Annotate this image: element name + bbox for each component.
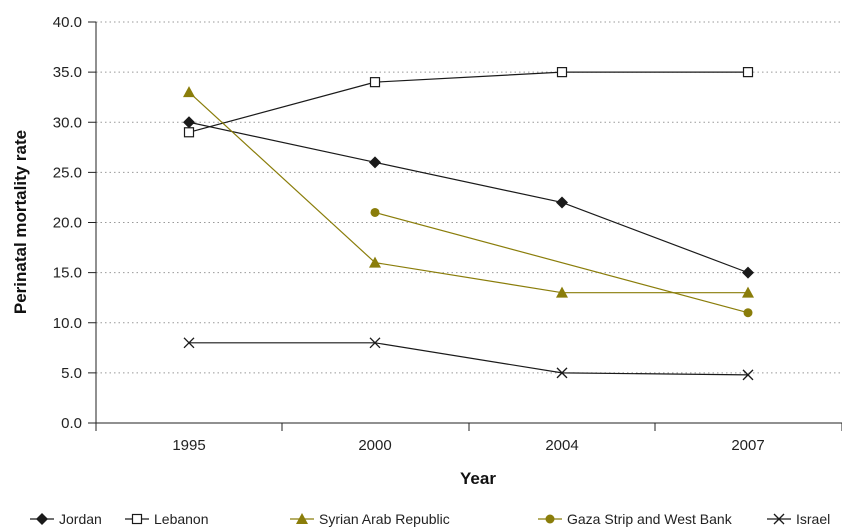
data-point-jordan [369,156,381,169]
data-point-israel [742,369,754,381]
data-point-syrian-arab-republic [742,286,754,298]
x-marker-stroke [773,513,785,525]
legend-item-israel: Israel [767,511,830,527]
legend-marker [36,513,48,525]
y-tick-label: 25.0 [53,164,82,181]
series-line-israel [189,342,749,376]
legend-label: Gaza Strip and West Bank [567,511,733,527]
series-israel [183,337,754,381]
gridlines [96,21,842,374]
data-point-israel [369,337,381,349]
legend-item-syrian-arab-republic: Syrian Arab Republic [290,511,450,527]
data-point-syrian-arab-republic [369,256,381,268]
data-point-lebanon [369,77,381,88]
data-point-lebanon [742,67,754,78]
x-axis-title: Year [460,469,496,488]
y-tick-label: 15.0 [53,265,82,282]
data-point-lebanon [556,67,568,78]
x-tick-label: 2000 [358,437,391,454]
data-point-jordan [183,116,195,129]
legend-marker [131,513,143,525]
legend-item-gaza-strip-and-west-bank: Gaza Strip and West Bank [538,511,733,527]
data-point-lebanon [183,127,195,138]
legend-marker [545,514,555,524]
x-axis-ticks: 1995 2000 2004 2007 [95,423,842,454]
y-tick-label: 5.0 [61,365,82,382]
data-point-syrian-arab-republic [556,286,568,298]
legend-item-lebanon: Lebanon [125,511,209,527]
data-point-gaza-strip-and-west-bank [370,207,380,217]
legend: Jordan Lebanon Syrian Arab Republic Gaza St… [30,511,830,527]
y-tick-label: 10.0 [53,315,82,332]
y-tick-label: 40.0 [53,14,82,31]
legend-marker [296,513,308,524]
x-marker-stroke [742,369,754,381]
data-point-gaza-strip-and-west-bank [743,308,753,318]
data-point-syrian-arab-republic [183,86,195,98]
y-tick-label: 30.0 [53,114,82,131]
data-series [183,67,754,381]
series-line-jordan [188,121,749,274]
data-point-israel [556,367,568,379]
x-tick-label: 2007 [731,437,764,454]
legend-label: Jordan [59,511,102,527]
legend-marker [773,513,785,525]
legend-label: Israel [796,511,830,527]
series-jordan [183,116,754,279]
axes [95,22,842,424]
legend-label: Syrian Arab Republic [319,511,450,527]
x-tick-label: 1995 [172,437,205,454]
y-axis-ticks: 0.0 5.0 10.0 15.0 20.0 25.0 30.0 35.0 40.0 [53,14,96,432]
x-tick-label: 2004 [545,437,578,454]
data-point-israel [183,337,195,349]
x-marker-stroke [369,337,381,349]
x-marker-stroke [556,367,568,379]
series-line-lebanon [188,71,748,133]
data-point-jordan [742,266,754,279]
y-tick-label: 0.0 [61,415,82,432]
data-point-jordan [556,196,568,209]
series-line-syrian-arab-republic [188,91,748,294]
legend-item-jordan: Jordan [30,511,102,527]
series-syrian-arab-republic [183,86,754,298]
series-line-gaza-strip-and-west-bank [374,211,749,314]
series-lebanon [183,67,754,138]
legend-label: Lebanon [154,511,209,527]
x-marker-stroke [183,337,195,349]
series-gaza-strip-and-west-bank [370,207,753,318]
y-tick-label: 35.0 [53,64,82,81]
y-axis-title: Perinatal mortality rate [11,130,30,314]
y-tick-label: 20.0 [53,215,82,232]
